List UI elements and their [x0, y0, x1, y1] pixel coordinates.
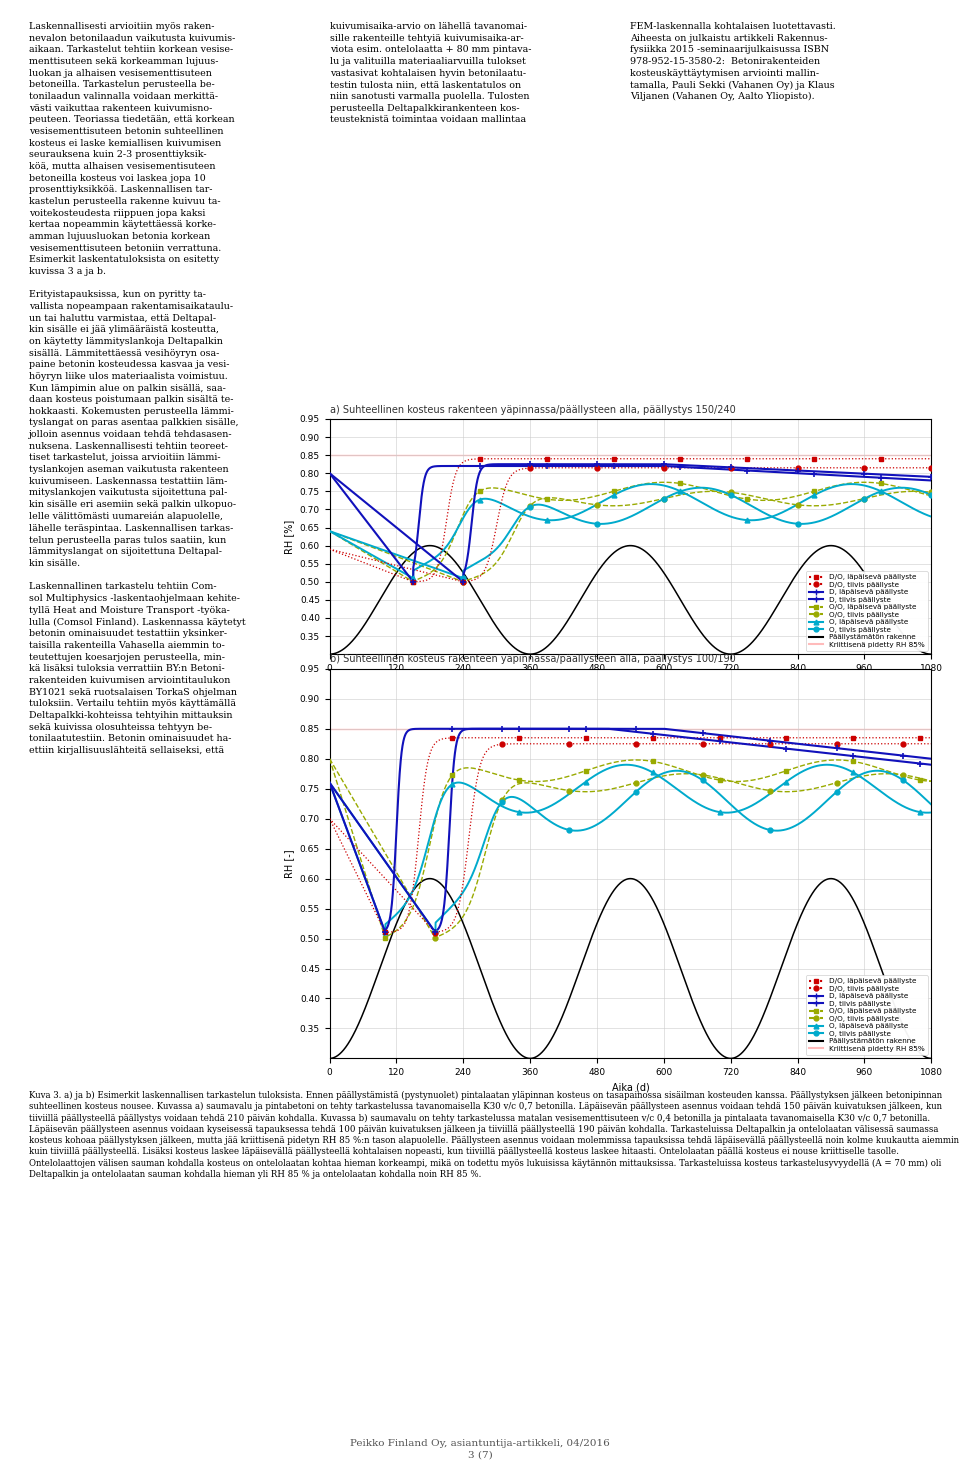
Text: a) Suhteellinen kosteus rakenteen yäpinnassa/päällysteen alla, päällystys 150/24: a) Suhteellinen kosteus rakenteen yäpinn…	[329, 404, 735, 415]
Legend: D/O, läpäisevä päällyste, D/O, tiivis päällyste, D, läpäisevä päällyste, D, tiiv: D/O, läpäisevä päällyste, D/O, tiivis pä…	[805, 976, 927, 1055]
Legend: D/O, läpäisevä päällyste, D/O, tiivis päällyste, D, läpäisevä päällyste, D, tiiv: D/O, läpäisevä päällyste, D/O, tiivis pä…	[805, 572, 927, 651]
Text: b) Suhteellinen kosteus rakenteen yäpinnassa/päällysteen alla, päällystys 100/19: b) Suhteellinen kosteus rakenteen yäpinn…	[329, 654, 735, 664]
X-axis label: Aika (d): Aika (d)	[612, 1083, 649, 1092]
Y-axis label: RH [%]: RH [%]	[284, 519, 294, 554]
Y-axis label: RH [-]: RH [-]	[284, 850, 294, 878]
Text: FEM-laskennalla kohtalaisen luotettavasti.
Aiheesta on julkaistu artikkeli Raken: FEM-laskennalla kohtalaisen luotettavast…	[631, 22, 836, 101]
Text: Kuva 3. a) ja b) Esimerkit laskennallisen tarkastelun tuloksista. Ennen päällyst: Kuva 3. a) ja b) Esimerkit laskennallise…	[29, 1091, 959, 1179]
Text: Laskennallisesti arvioitiin myös raken-
nevalon betonilaadun vaikutusta kuivumis: Laskennallisesti arvioitiin myös raken- …	[29, 22, 246, 754]
Text: kuivumisaika-arvio on lähellä tavanomai-
sille rakenteille tehtyiä kuivumisaika-: kuivumisaika-arvio on lähellä tavanomai-…	[329, 22, 531, 125]
Text: 3 (7): 3 (7)	[468, 1451, 492, 1460]
X-axis label: Aika [d]: Aika [d]	[612, 679, 649, 688]
Text: Peikko Finland Oy, asiantuntija-artikkeli, 04/2016: Peikko Finland Oy, asiantuntija-artikkel…	[350, 1439, 610, 1448]
